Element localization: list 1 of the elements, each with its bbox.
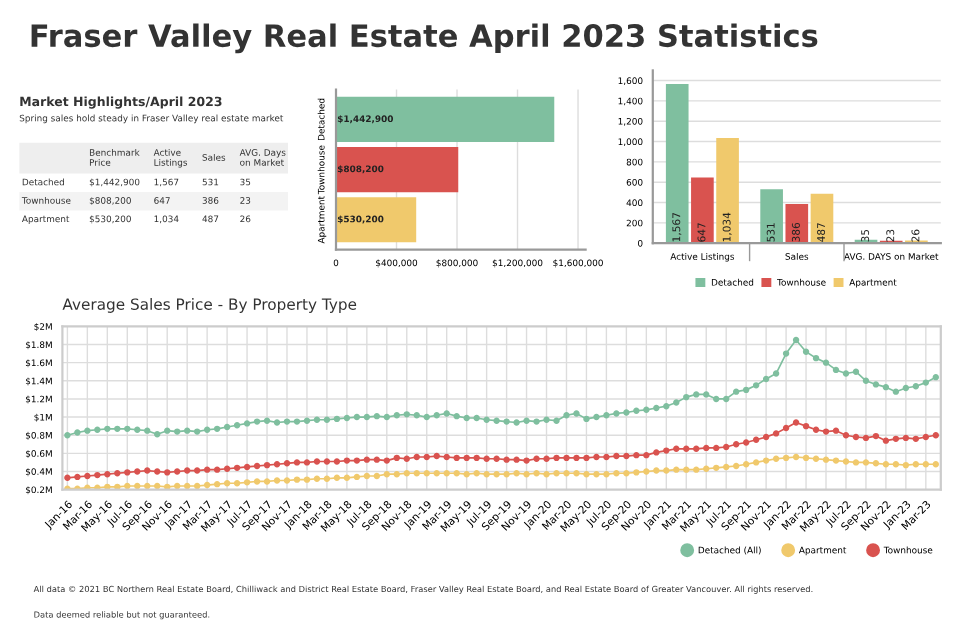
text: Fraser Valley Real Estate April 2023 Statistics: [31, 23, 818, 54]
